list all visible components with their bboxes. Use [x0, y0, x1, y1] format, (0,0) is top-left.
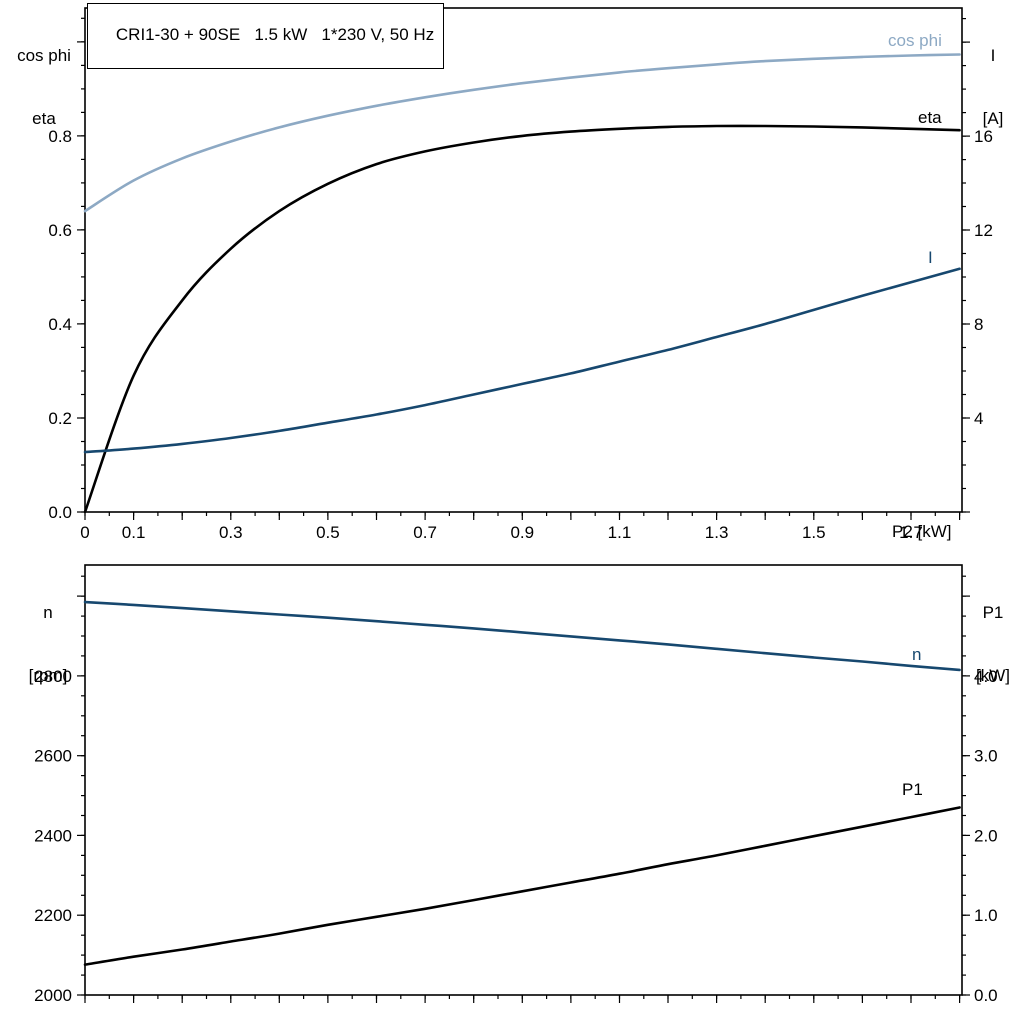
axis-title-p1-unit: [kW]	[976, 666, 1010, 685]
y-right-tick-label: 8	[974, 315, 983, 334]
y-left-tick-label: 0.4	[48, 315, 72, 334]
plot-border	[84, 7, 963, 513]
x-axis-title: P2 [kW]	[892, 522, 952, 541]
y-left-tick-label: 0.6	[48, 221, 72, 240]
chart-title-box: CRI1-30 + 90SE 1.5 kW 1*230 V, 50 Hz	[87, 3, 445, 69]
axis-title-speed: n	[43, 603, 53, 622]
bottom-right-axis-title: P1 [kW]	[964, 560, 1022, 728]
curve-cos-phi	[83, 53, 961, 213]
top-left-axis-title: cos phi eta	[4, 3, 84, 171]
x-tick-label: 0.5	[316, 523, 340, 542]
y-right-tick-label: 4.0	[974, 667, 998, 686]
curve-label-p1: P1	[902, 780, 923, 799]
y-right-tick-label: 3.0	[974, 747, 998, 766]
y-right-tick-label: 0.0	[974, 986, 998, 1005]
curve-eta	[83, 124, 961, 514]
y-right-tick-label: 16	[974, 127, 993, 146]
axis-tick-labels: 2000 2200 2400 2600 2800 0.0 1.0 2.0 3.0 4.0	[34, 667, 997, 1005]
axis-title-speed-unit: [rpm]	[28, 666, 68, 685]
y-left-tick-label: 2800	[34, 667, 72, 686]
speed-power-chart: 2000 2200 2400 2600 2800 0.0 1.0 2.0 3.0 4.0	[34, 564, 998, 1005]
plot-border	[84, 564, 963, 996]
x-tick-label: 1.5	[802, 523, 826, 542]
axis-ticks	[77, 575, 970, 1003]
y-right-tick-label: 2.0	[974, 826, 998, 845]
y-right-tick-label: 1.0	[974, 906, 998, 925]
y-left-tick-label: 0.0	[48, 503, 72, 522]
curve-label-cos-phi: cos phi	[888, 31, 942, 50]
axis-title-current-unit: [A]	[982, 109, 1004, 128]
y-left-tick-label: 2400	[34, 826, 72, 845]
x-tick-label: 0	[80, 523, 89, 542]
axis-title-eta: eta	[32, 109, 56, 128]
chart-title: CRI1-30 + 90SE 1.5 kW 1*230 V, 50 Hz	[115, 25, 435, 44]
axis-tick-labels: 0 0.1 0.3 0.5 0.7 0.9 1.1 1.3 1.5 1.7 0.0 0.2 0.4 0.6…	[48, 127, 993, 542]
curve-p1	[83, 806, 961, 966]
x-tick-label: 1.7	[899, 523, 923, 542]
curve-label-speed: n	[912, 645, 922, 664]
axis-ticks	[77, 17, 970, 520]
x-tick-label: 1.1	[608, 523, 632, 542]
y-left-tick-label: 2000	[34, 986, 72, 1005]
bottom-left-axis-title: n [rpm]	[12, 560, 84, 728]
curve-label-current: I	[928, 248, 933, 267]
y-left-tick-label: 0.2	[48, 409, 72, 428]
curve-i	[83, 267, 961, 454]
y-left-tick-label: 0.8	[48, 127, 72, 146]
top-right-axis-title: I [A]	[966, 3, 1020, 171]
axis-title-p1: P1	[982, 603, 1004, 622]
curve-n	[83, 600, 961, 672]
x-tick-label: 1.3	[705, 523, 729, 542]
motor-electrical-chart: 0 0.1 0.3 0.5 0.7 0.9 1.1 1.3 1.5 1.7 0.0 0.2 0.4 0.6…	[48, 7, 993, 542]
x-tick-label: 0.1	[122, 523, 146, 542]
x-tick-label: 0.3	[219, 523, 243, 542]
x-tick-label: 0.7	[413, 523, 437, 542]
y-right-tick-label: 4	[974, 409, 983, 428]
x-tick-label: 0.9	[510, 523, 534, 542]
curve-label-eta: eta	[918, 108, 942, 127]
y-right-tick-label: 12	[974, 221, 993, 240]
axis-title-current: I	[990, 46, 996, 65]
y-left-tick-label: 2200	[34, 906, 72, 925]
y-left-tick-label: 2600	[34, 747, 72, 766]
axis-title-cos-phi: cos phi	[17, 46, 71, 65]
